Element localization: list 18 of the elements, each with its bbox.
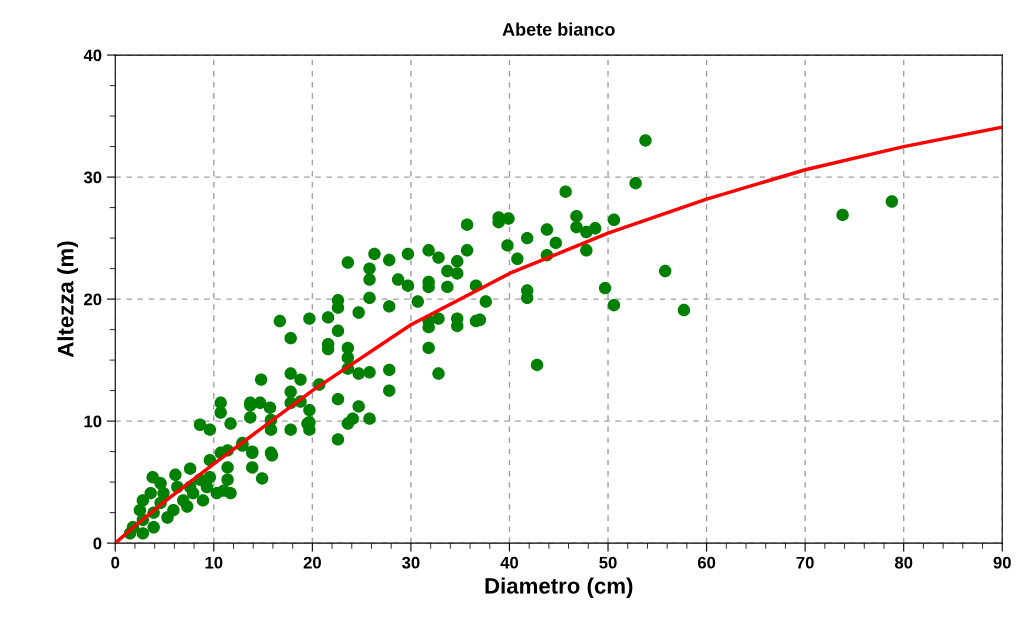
x-tick-label: 10 (205, 556, 223, 569)
x-tick-label: 60 (697, 556, 716, 569)
y-tick-label: 10 (84, 415, 102, 428)
chart-title: Abete bianco (502, 22, 615, 36)
x-tick-label: 50 (599, 556, 617, 569)
x-tick-label: 80 (894, 556, 913, 569)
x-tick-label: 40 (500, 556, 519, 569)
x-tick-label: 90 (993, 556, 1011, 569)
x-tick-label: 20 (303, 556, 321, 569)
y-axis-title: Altezza (m) (57, 241, 78, 358)
x-axis-title: Diametro (cm) (485, 577, 633, 599)
x-tick-label: 70 (796, 556, 814, 569)
x-tick-label: 0 (111, 556, 120, 569)
y-tick-label: 40 (83, 49, 102, 62)
y-tick-label: 30 (83, 171, 102, 184)
x-tick-label: 30 (402, 556, 420, 569)
y-tick-label: 20 (84, 293, 102, 306)
y-tick-label: 0 (93, 537, 102, 550)
